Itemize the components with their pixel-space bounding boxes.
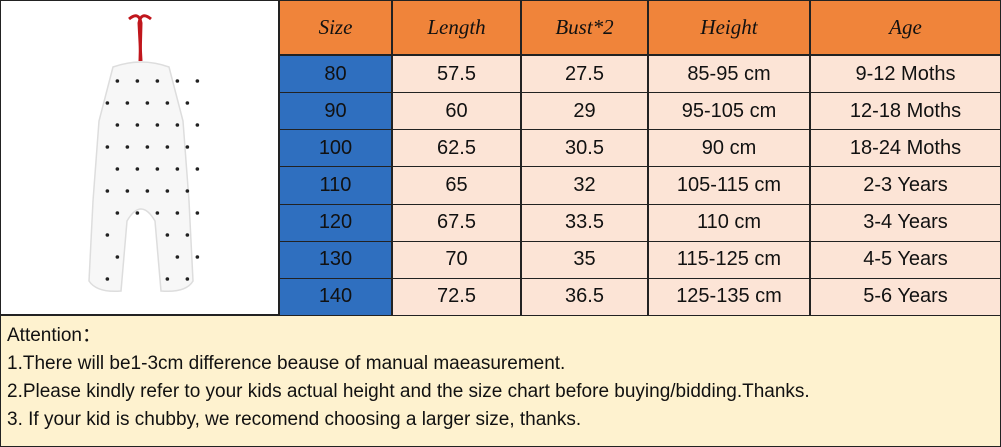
size-cell: 130 [279, 240, 392, 279]
dot [175, 167, 180, 171]
data-cell: 110 cm [648, 203, 810, 242]
data-cell: 29 [521, 92, 648, 131]
dot [195, 79, 200, 83]
dot [195, 123, 200, 127]
dot [195, 255, 200, 259]
dot [115, 123, 120, 127]
data-cell: 4-5 Years [810, 240, 1001, 279]
data-cell: 85-95 cm [648, 55, 810, 94]
dot [175, 79, 180, 83]
dot [165, 233, 170, 237]
data-cell: 33.5 [521, 203, 648, 242]
data-cell: 27.5 [521, 55, 648, 94]
note-line: 3. If your kid is chubby, we recomend ch… [7, 409, 582, 430]
data-cell: 35 [521, 240, 648, 279]
dot [165, 145, 170, 149]
dot [145, 145, 150, 149]
dot [185, 101, 190, 105]
data-cell: 115-125 cm [648, 240, 810, 279]
column-header: Height [648, 0, 810, 55]
product-photo [0, 0, 279, 315]
data-cell: 65 [392, 166, 521, 205]
dot [165, 277, 170, 281]
data-cell: 3-4 Years [810, 203, 1001, 242]
dot [135, 211, 140, 215]
dot [175, 211, 180, 215]
size-cell: 140 [279, 277, 392, 316]
size-cell: 80 [279, 55, 392, 94]
dot [185, 145, 190, 149]
dot [195, 167, 200, 171]
data-cell: 95-105 cm [648, 92, 810, 131]
data-cell: 105-115 cm [648, 166, 810, 205]
dot [165, 101, 170, 105]
data-cell: 9-12 Moths [810, 55, 1001, 94]
column-header: Size [279, 0, 392, 55]
dot [125, 145, 130, 149]
dot [175, 123, 180, 127]
data-cell: 90 cm [648, 129, 810, 168]
dot [185, 277, 190, 281]
data-cell: 125-135 cm [648, 277, 810, 316]
data-cell: 2-3 Years [810, 166, 1001, 205]
dot [185, 189, 190, 193]
dot [175, 255, 180, 259]
dot [105, 101, 110, 105]
data-cell: 72.5 [392, 277, 521, 316]
data-cell: 57.5 [392, 55, 521, 94]
data-cell: 70 [392, 240, 521, 279]
data-cell: 5-6 Years [810, 277, 1001, 316]
size-cell: 110 [279, 166, 392, 205]
jumpsuit-illustration [88, 14, 200, 293]
attention-note: Attention： 1.There will be1-3cm differenc… [0, 315, 1001, 447]
dot [155, 123, 160, 127]
note-line: Attention： [7, 325, 101, 346]
dot [105, 189, 110, 193]
dot [155, 79, 160, 83]
column-header: Bust*2 [521, 0, 648, 55]
size-cell: 120 [279, 203, 392, 242]
data-cell: 12-18 Moths [810, 92, 1001, 131]
size-cell: 90 [279, 92, 392, 131]
dot [125, 101, 130, 105]
data-cell: 62.5 [392, 129, 521, 168]
size-cell: 100 [279, 129, 392, 168]
dot [115, 167, 120, 171]
note-line: 2.Please kindly refer to your kids actua… [7, 381, 810, 402]
dot [125, 189, 130, 193]
dot [145, 101, 150, 105]
dot [115, 211, 120, 215]
dot [105, 233, 110, 237]
note-line: 1.There will be1-3cm difference beause o… [7, 353, 566, 374]
data-cell: 32 [521, 166, 648, 205]
data-cell: 60 [392, 92, 521, 131]
dot [105, 145, 110, 149]
dot [165, 189, 170, 193]
dot [135, 79, 140, 83]
column-header: Age [810, 0, 1001, 55]
dot [105, 277, 110, 281]
dot [155, 167, 160, 171]
dot [185, 233, 190, 237]
dot [155, 211, 160, 215]
data-cell: 18-24 Moths [810, 129, 1001, 168]
dot [195, 211, 200, 215]
dot [115, 255, 120, 259]
dot [115, 79, 120, 83]
data-cell: 36.5 [521, 277, 648, 316]
dot [135, 123, 140, 127]
dot [145, 189, 150, 193]
dot [135, 167, 140, 171]
column-header: Length [392, 0, 521, 55]
data-cell: 67.5 [392, 203, 521, 242]
data-cell: 30.5 [521, 129, 648, 168]
